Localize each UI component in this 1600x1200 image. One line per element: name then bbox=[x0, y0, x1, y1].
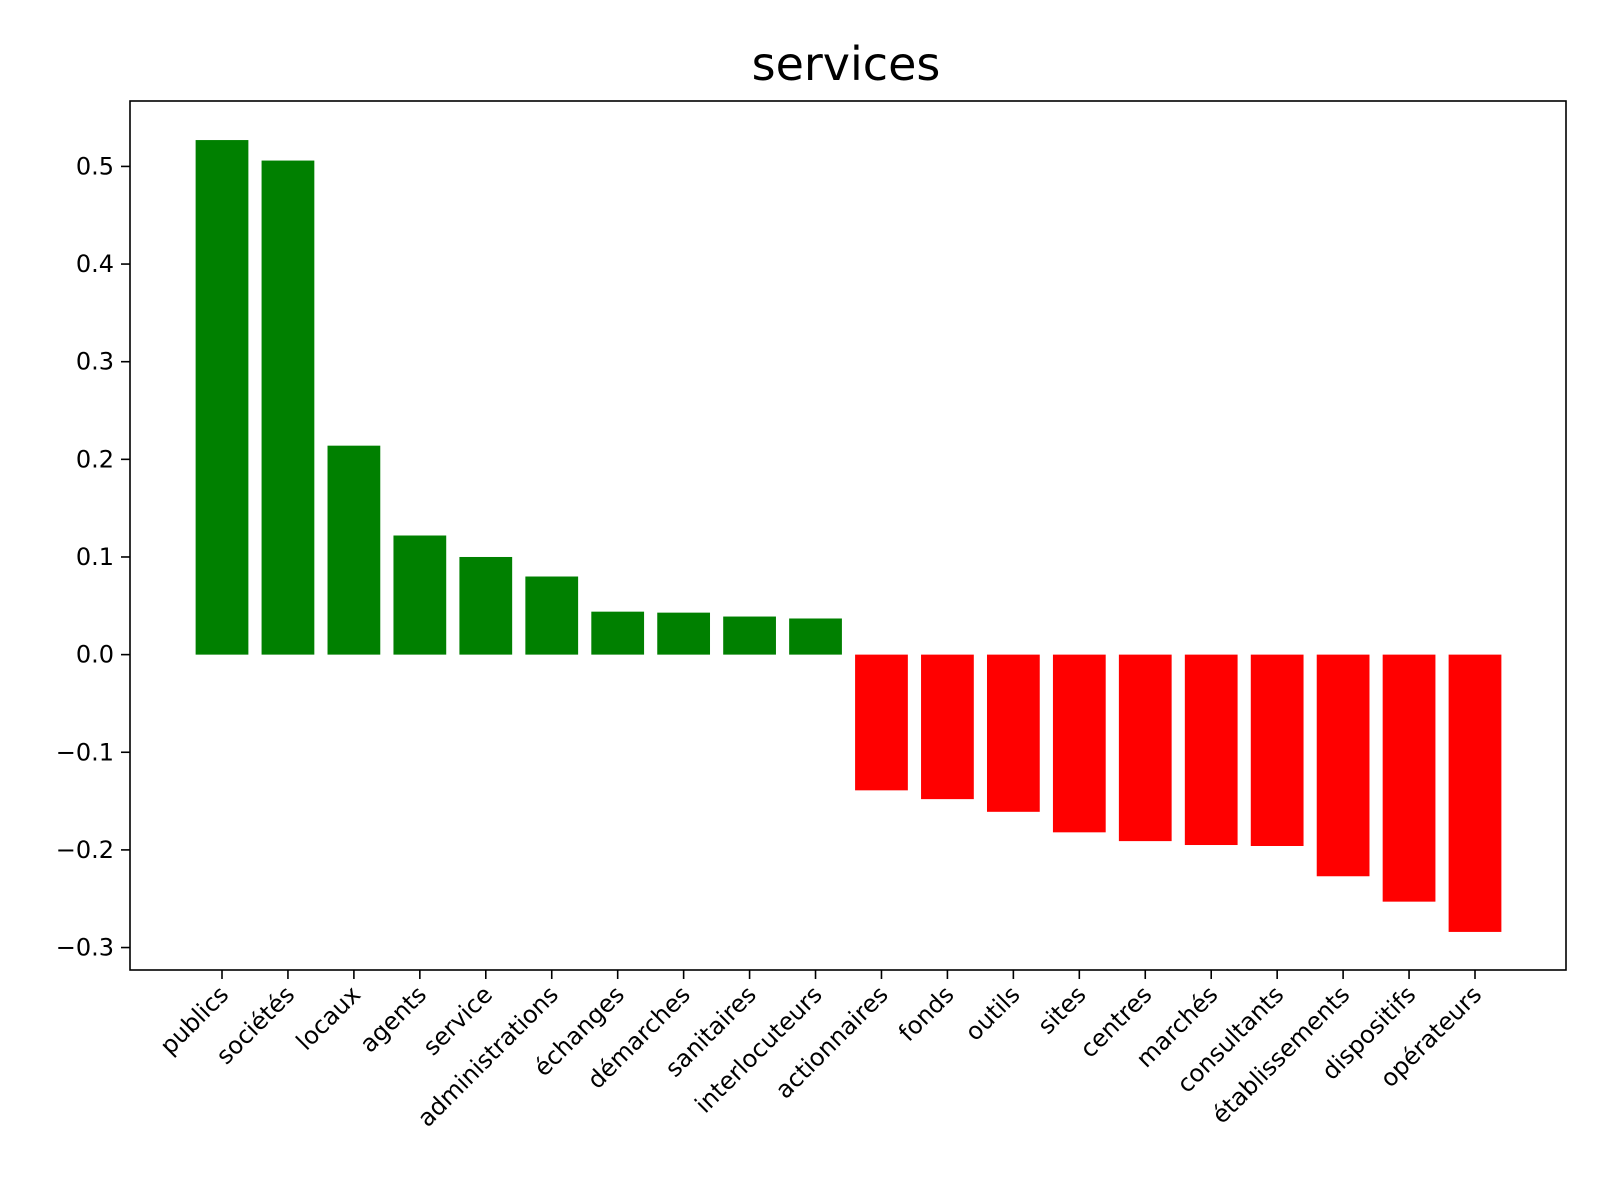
y-tick-label: 0.1 bbox=[76, 543, 114, 571]
y-tick-label: 0.3 bbox=[76, 348, 114, 376]
bar-publics bbox=[195, 140, 249, 655]
bar-sociétés bbox=[261, 160, 315, 655]
y-tick-label: 0.5 bbox=[76, 152, 114, 180]
bar-démarches bbox=[657, 612, 711, 655]
y-tick-label: 0.0 bbox=[76, 641, 114, 669]
y-tick-label: 0.4 bbox=[76, 250, 114, 278]
plot-frame bbox=[129, 100, 1567, 971]
bars-group bbox=[195, 140, 1502, 932]
x-tick-label: fonds bbox=[893, 980, 960, 1047]
y-axis: −0.3 −0.2 −0.1 0.0 0.1 0.2 0.3 0.4 0.5 bbox=[56, 152, 130, 962]
bar-fonds bbox=[921, 654, 974, 800]
y-tick-label: −0.2 bbox=[56, 836, 114, 864]
x-tick-label: outils bbox=[960, 980, 1026, 1046]
bar-interlocuteurs bbox=[789, 618, 842, 655]
bar-agents bbox=[393, 535, 447, 655]
bar-sanitaires bbox=[723, 616, 776, 655]
x-tick-label: locaux bbox=[291, 980, 366, 1055]
bar-outils bbox=[986, 654, 1040, 812]
bar-consultants bbox=[1250, 654, 1304, 846]
bar-actionnaires bbox=[855, 654, 908, 791]
x-tick-label: sites bbox=[1032, 980, 1091, 1039]
y-tick-label: 0.2 bbox=[76, 445, 114, 473]
x-tick-label: agents bbox=[354, 980, 432, 1058]
bar-administrations bbox=[525, 576, 579, 655]
bar-dispositifs bbox=[1382, 654, 1436, 902]
bar-opérateurs bbox=[1448, 654, 1502, 932]
x-axis: publicssociétéslocauxagentsserviceadmini… bbox=[155, 970, 1487, 1132]
bar-locaux bbox=[327, 445, 381, 655]
bar-centres bbox=[1118, 654, 1172, 842]
bar-sites bbox=[1052, 654, 1106, 833]
y-tick-label: −0.1 bbox=[56, 738, 114, 766]
bar-établissements bbox=[1316, 654, 1370, 877]
y-tick-label: −0.3 bbox=[56, 934, 114, 962]
chart-title: services bbox=[752, 37, 941, 91]
bar-marchés bbox=[1184, 654, 1238, 846]
bar-échanges bbox=[591, 611, 645, 655]
bar-service bbox=[459, 556, 513, 655]
